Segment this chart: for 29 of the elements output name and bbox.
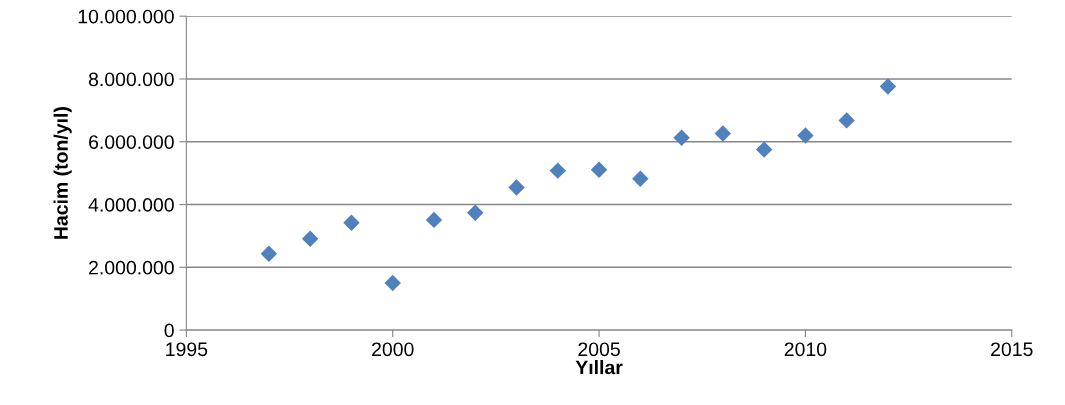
point xyxy=(260,245,278,263)
point xyxy=(343,214,360,231)
point xyxy=(301,230,319,247)
y-tick-label: 10.000.000 xyxy=(78,9,174,24)
y-axis-title: Hacim (ton/yıl) xyxy=(53,107,72,239)
point xyxy=(797,127,814,144)
point xyxy=(425,211,443,229)
point xyxy=(508,179,525,196)
x-tick-label: 2015 xyxy=(991,342,1033,357)
point xyxy=(838,112,855,129)
x-axis-title: Yıllar xyxy=(575,360,623,375)
y-tick-label: 2.000.000 xyxy=(89,260,174,275)
point xyxy=(632,170,649,187)
point xyxy=(549,162,567,179)
point xyxy=(714,125,732,142)
x-tick-label: 1995 xyxy=(166,342,208,357)
y-tick-label: 4.000.000 xyxy=(88,197,174,212)
point xyxy=(467,204,484,221)
x-tick-label: 2005 xyxy=(578,342,620,357)
x-tick-label: 2010 xyxy=(784,342,827,357)
point xyxy=(673,129,690,146)
point xyxy=(384,274,401,292)
x-tick-label: 2000 xyxy=(372,342,414,357)
y-tick-label: 8.000.000 xyxy=(88,72,174,87)
point xyxy=(879,78,897,95)
y-tick-label: 0 xyxy=(164,323,174,338)
y-tick-label: 6.000.000 xyxy=(89,135,174,149)
point xyxy=(755,141,773,158)
point xyxy=(590,161,608,178)
